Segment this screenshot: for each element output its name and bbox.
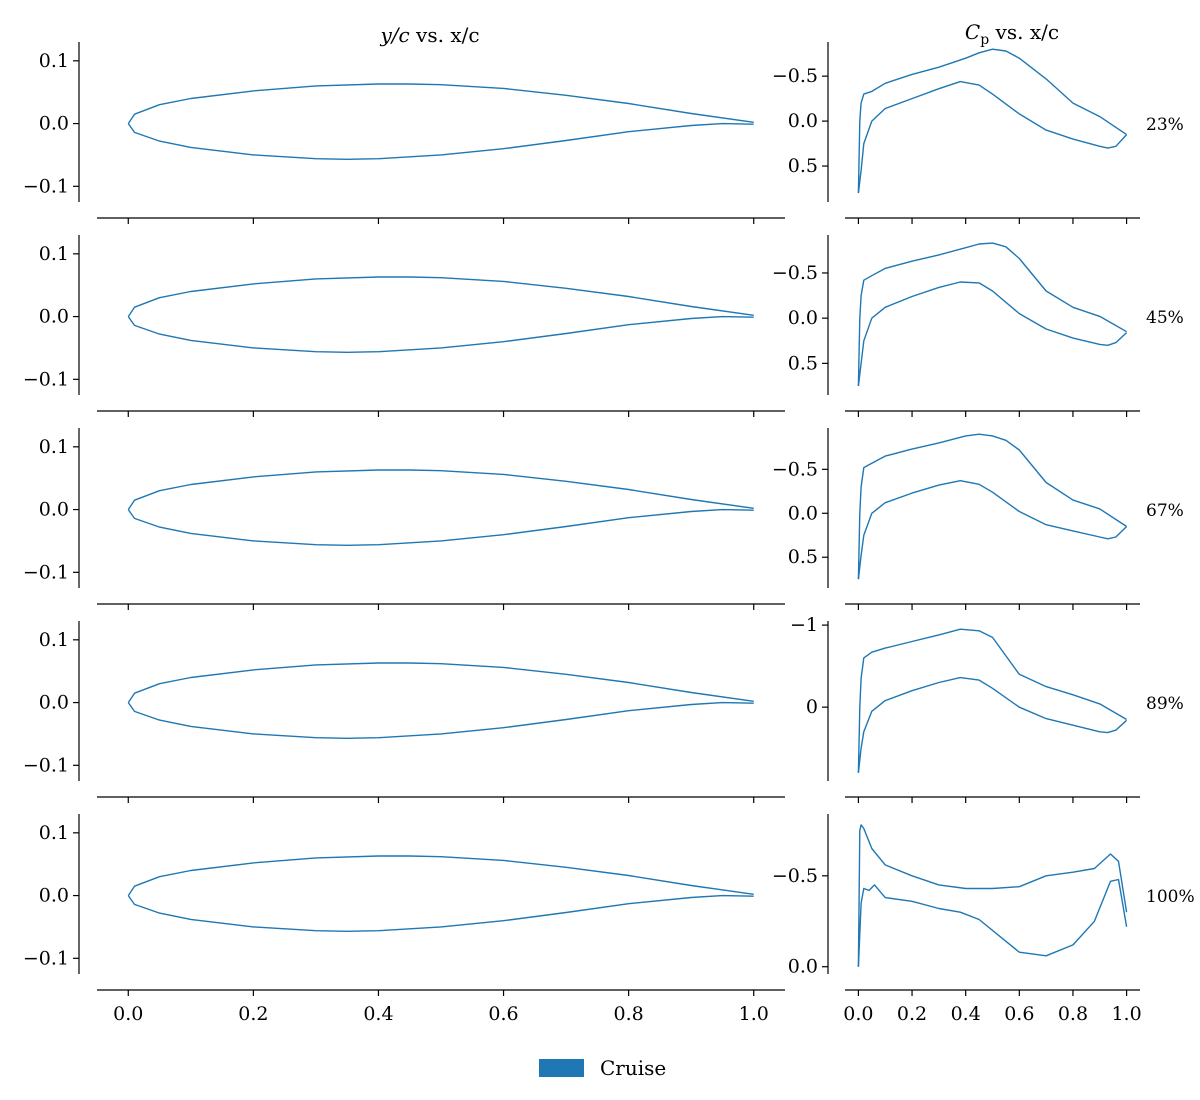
cp-x-tick-label: 1.0 — [1111, 1003, 1141, 1025]
cp-x-tick-label: 0.8 — [1058, 1003, 1088, 1025]
row-2: 0.1 0.0 −0.1 −0.5 0.0 0.5 45% — [23, 235, 1184, 417]
legend: Cruise — [539, 1056, 666, 1080]
airfoil-y-tick-label: 0.0 — [39, 499, 69, 521]
cp-x-tick-label: 0.0 — [843, 1003, 873, 1025]
span-station-label: 45% — [1146, 308, 1184, 328]
col-title-airfoil-text: y/c vs. x/c — [379, 23, 479, 47]
cp-upper-surface — [857, 433, 1127, 580]
airfoil-panel: 0.1 0.0 −0.1 0.0 0.2 0.4 0.6 0.8 1.0 — [23, 814, 785, 1025]
row-4: 0.1 0.0 −0.1 −1 0 89% — [23, 614, 1184, 803]
airfoil-lower-surface — [127, 508, 754, 546]
cp-lower-surface — [857, 878, 1128, 967]
airfoil-upper-surface — [127, 276, 754, 317]
span-station-label: 89% — [1146, 694, 1184, 714]
airfoil-panel: 0.1 0.0 −0.1 — [23, 621, 785, 803]
cp-y-tick-label: 0.5 — [788, 352, 818, 374]
airfoil-upper-surface — [127, 662, 754, 703]
cp-panel: −0.5 0.0 0.5 — [772, 42, 1140, 224]
airfoil-y-tick-label: −0.1 — [23, 561, 69, 583]
col-title-cp-text: Cp vs. x/c — [965, 20, 1059, 48]
cp-panel: −0.5 0.0 0.5 — [772, 428, 1140, 610]
airfoil-y-tick-label: 0.1 — [39, 436, 69, 458]
cp-y-tick-label: −0.5 — [772, 458, 818, 480]
cp-y-tick-label: 0.0 — [788, 956, 818, 978]
airfoil-y-tick-label: 0.0 — [39, 306, 69, 328]
airfoil-panel: 0.1 0.0 −0.1 — [23, 42, 785, 224]
cp-upper-surface — [857, 628, 1127, 773]
cp-x-tick-label: 0.4 — [951, 1003, 981, 1025]
row-5: 0.10.0−0.10.0 0.2 0.4 0.6 0.8 1.0−0.50.00.0 0.… — [23, 814, 1195, 1025]
cp-y-tick-label: 0.0 — [788, 110, 818, 132]
cp-panel: −0.5 0.0 0.5 — [772, 235, 1140, 417]
airfoil-y-tick-label: 0.1 — [39, 629, 69, 651]
cp-y-tick-label: −0.5 — [772, 262, 818, 284]
row-1: 0.1 0.0 −0.1 −0.5 0.0 0.5 23% — [23, 42, 1184, 224]
airfoil-y-tick-label: 0.1 — [39, 243, 69, 265]
col-title-cp: Cp vs. x/c — [965, 20, 1059, 48]
airfoil-panel: 0.1 0.0 −0.1 — [23, 428, 785, 610]
cp-y-tick-label: 0 — [806, 696, 818, 718]
airfoil-x-tick-label: 1.0 — [739, 1003, 769, 1025]
airfoil-y-tick-label: −0.1 — [23, 175, 69, 197]
airfoil-x-tick-label: 0.2 — [238, 1003, 268, 1025]
airfoil-x-tick-label: 0.0 — [113, 1003, 143, 1025]
panels: 0.1 0.0 −0.1 −0.5 0.0 0.5 23% 0.1 0.0 −0.1 −0.5 0.0… — [23, 42, 1195, 1025]
airfoil-upper-surface — [127, 469, 754, 510]
airfoil-y-tick-label: −0.1 — [23, 754, 69, 776]
airfoil-x-tick-label: 0.4 — [363, 1003, 393, 1025]
cp-upper-surface — [857, 48, 1127, 194]
cp-y-tick-label: 0.5 — [788, 155, 818, 177]
airfoil-y-tick-label: 0.1 — [39, 822, 69, 844]
airfoil-y-tick-label: 0.0 — [39, 885, 69, 907]
cp-y-tick-label: 0.0 — [788, 502, 818, 524]
cp-y-tick-label: 0.5 — [788, 546, 818, 568]
airfoil-upper-surface — [127, 83, 754, 124]
row-3: 0.1 0.0 −0.1 −0.5 0.0 0.5 67% — [23, 428, 1184, 610]
airfoil-panel: 0.1 0.0 −0.1 — [23, 235, 785, 417]
airfoil-y-tick-label: 0.0 — [39, 692, 69, 714]
cp-panel: −1 0 — [790, 614, 1140, 803]
col-title-airfoil: y/c vs. x/c — [379, 23, 479, 47]
airfoil-y-tick-label: 0.0 — [39, 113, 69, 135]
airfoil-lower-surface — [127, 315, 754, 353]
airfoil-y-tick-label: 0.1 — [39, 50, 69, 72]
cp-lower-surface — [857, 80, 1128, 194]
cp-upper-surface — [857, 242, 1127, 387]
cp-y-tick-label: 0.0 — [788, 307, 818, 329]
span-station-label: 100% — [1146, 887, 1195, 907]
airfoil-lower-surface — [127, 894, 754, 932]
cp-x-tick-label: 0.6 — [1004, 1003, 1034, 1025]
cp-x-tick-label: 0.2 — [897, 1003, 927, 1025]
airfoil-x-tick-label: 0.6 — [488, 1003, 518, 1025]
legend-swatch — [539, 1059, 584, 1077]
airfoil-x-tick-label: 0.8 — [614, 1003, 644, 1025]
cp-lower-surface — [857, 281, 1128, 387]
airfoil-lower-surface — [127, 122, 754, 160]
cp-lower-surface — [857, 676, 1128, 773]
cp-upper-surface — [857, 824, 1128, 967]
span-station-label: 23% — [1146, 115, 1184, 135]
legend-label: Cruise — [600, 1056, 666, 1080]
span-station-label: 67% — [1146, 501, 1184, 521]
airfoil-upper-surface — [127, 855, 754, 896]
cp-lower-surface — [857, 480, 1128, 580]
cp-y-tick-label: −0.5 — [772, 65, 818, 87]
airfoil-y-tick-label: −0.1 — [23, 368, 69, 390]
airfoil-y-tick-label: −0.1 — [23, 947, 69, 969]
cp-y-tick-label: −1 — [790, 614, 818, 636]
airfoil-lower-surface — [127, 701, 754, 739]
cp-y-tick-label: −0.5 — [772, 865, 818, 887]
cp-panel: −0.5 0.0 0.0 0.2 0.4 0.6 0.8 1.0 — [772, 814, 1142, 1025]
